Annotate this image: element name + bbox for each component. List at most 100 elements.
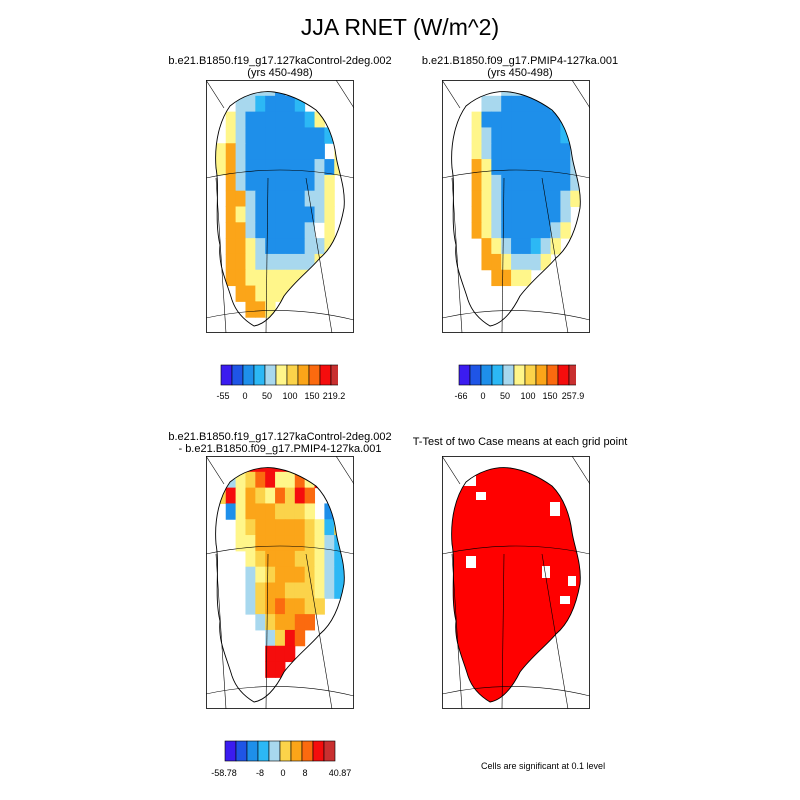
heat-cell: [275, 519, 286, 536]
non-significant-cell: [542, 566, 550, 578]
heat-cell: [560, 206, 571, 223]
heat-cell: [284, 269, 296, 287]
heat-cell: [235, 535, 246, 552]
graticule-line: [541, 553, 569, 709]
heat-cell: [284, 598, 296, 615]
heat-cell: [275, 645, 286, 663]
heat-cell: [284, 487, 296, 504]
heat-cell: [550, 111, 561, 128]
heat-cell: [235, 503, 246, 520]
heat-cell: [324, 190, 335, 207]
heat-cell: [501, 238, 512, 255]
heat-cell: [304, 206, 316, 223]
heat-cell: [235, 190, 246, 207]
heat-cell: [491, 159, 502, 176]
graticule-line: [335, 456, 354, 485]
heat-cell: [540, 190, 552, 207]
colorbar-swatch: [513, 364, 526, 386]
heat-cell: [314, 566, 325, 583]
heat-cell: [265, 550, 276, 568]
graticule-line: [206, 80, 225, 109]
heat-cell: [314, 174, 325, 192]
heat-cell: [245, 301, 256, 318]
heat-cell: [580, 127, 581, 144]
colorbar-swatch: [502, 364, 515, 386]
heat-cell: [265, 629, 276, 647]
heat-cell: [284, 582, 296, 599]
panel-frame: [442, 456, 590, 709]
heat-cell: [491, 253, 502, 271]
heat-cell: [481, 253, 492, 271]
heat-cell: [265, 174, 276, 192]
colorbar-swatch: [220, 364, 233, 386]
heat-cell: [304, 566, 316, 583]
heat-cell: [324, 566, 335, 583]
panel2-title-line2: (yrs 450-498): [487, 67, 553, 79]
heat-cell: [471, 127, 482, 144]
heat-cell: [225, 206, 237, 223]
heat-cell: [255, 582, 266, 599]
heat-cell: [560, 143, 571, 160]
significance-note: Cells are significant at 0.1 level: [481, 761, 606, 771]
heat-cell: [275, 487, 286, 504]
heat-cell: [471, 222, 482, 239]
graticule-line: [206, 310, 354, 321]
heat-cell: [225, 174, 237, 192]
colorbar-swatch: [557, 364, 570, 386]
colorbar-swatch: [231, 364, 244, 386]
heat-cell: [324, 127, 335, 144]
heat-cell: [491, 143, 502, 160]
heat-cell: [304, 598, 316, 615]
heat-cell: [550, 190, 561, 207]
heat-cell: [245, 550, 256, 568]
heat-cell: [511, 206, 522, 223]
heat-cell: [294, 253, 306, 271]
heat-cell: [245, 471, 256, 489]
graticule-line: [206, 686, 354, 697]
heat-cell: [550, 143, 561, 160]
colorbar-2: [458, 364, 581, 391]
heat-cell: [235, 471, 246, 489]
heat-cell: [245, 190, 256, 207]
colorbar-swatch: [312, 740, 325, 762]
panel4-title-line1: T-Test of two Case means at each grid po…: [412, 436, 628, 448]
heat-cell: [255, 190, 266, 207]
heat-cell: [215, 487, 217, 504]
heat-cell: [284, 253, 296, 271]
colorbar-swatch: [524, 364, 537, 386]
heat-cell: [294, 629, 306, 647]
heat-cell: [294, 503, 306, 520]
heat-cell: [520, 111, 532, 128]
heat-cell: [275, 614, 286, 631]
heat-cell: [275, 91, 286, 97]
map-1-svg: [206, 80, 354, 333]
heat-cell: [255, 503, 266, 520]
heat-cell: [265, 471, 276, 489]
heat-cell: [245, 285, 256, 302]
heat-cell: [255, 159, 266, 176]
heat-cell: [255, 127, 266, 144]
heat-cell: [255, 143, 266, 160]
heat-cell: [540, 127, 552, 144]
coastline: [215, 467, 345, 703]
page-title: JJA RNET (W/m^2): [300, 14, 500, 40]
colorbar-swatch: [290, 740, 303, 762]
heat-cell: [265, 91, 276, 97]
heat-cell: [491, 269, 502, 287]
heat-cell: [245, 253, 256, 271]
heat-cell: [501, 127, 512, 144]
heat-cell: [550, 238, 561, 255]
heat-cell: [501, 222, 512, 239]
heat-cell: [304, 253, 316, 271]
heat-cell: [235, 519, 246, 536]
heat-cell: [304, 535, 316, 552]
panel4-title: T-Test of two Case means at each grid po…: [370, 436, 670, 448]
cb3-tick-4: 40.87: [328, 768, 352, 778]
heat-cell: [550, 174, 561, 192]
colorbar-swatch: [469, 364, 482, 386]
heat-cell: [481, 190, 492, 207]
heat-cell: [344, 550, 345, 568]
heat-cell: [284, 519, 296, 536]
heat-cell: [255, 269, 266, 287]
panel3-title: b.e21.B1850.f19_g17.127kaControl-2deg.00…: [130, 431, 430, 455]
